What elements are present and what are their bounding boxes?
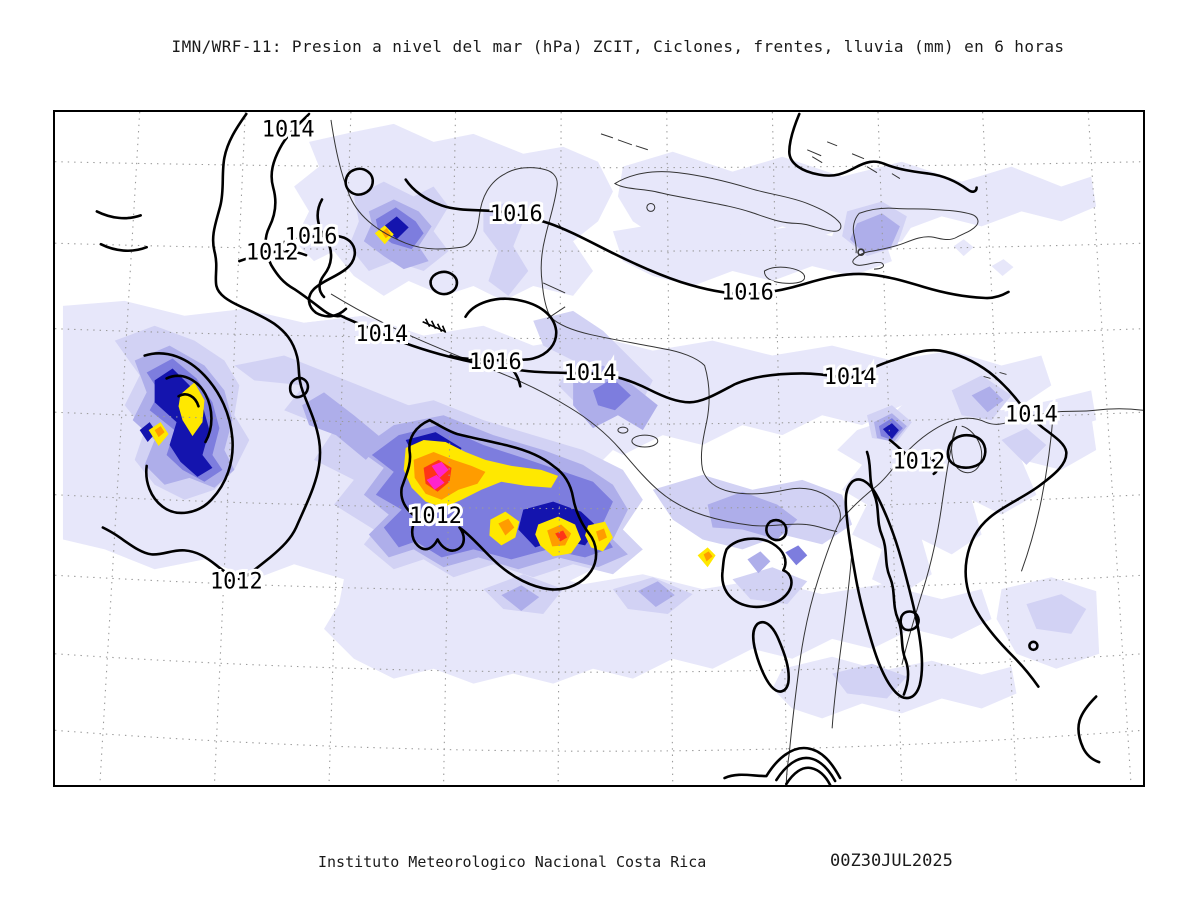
contour-label: 1014 [1005,403,1058,428]
contour-label: 1016 [285,225,338,250]
graticule-layer [55,112,1143,785]
contour-label: 1016 [721,280,774,305]
front-symbol [422,318,447,334]
footer-institute: Instituto Meteorologico Nacional Costa R… [318,853,707,871]
contour-label: 1014 [262,117,315,142]
isobar-layer [95,112,1101,785]
page-title: IMN/WRF-11: Presion a nivel del mar (hPa… [171,37,1065,56]
coastline-layer [330,119,1143,785]
contour-label: 1012 [210,570,263,595]
contour-label: 1012 [892,449,945,474]
contour-label: 1014 [355,322,408,347]
precipitation-layer [62,123,1100,719]
contour-label: 1014 [564,361,617,386]
contour-label: 1014 [824,365,877,390]
contour-label: 1016 [469,350,522,375]
contour-label: 1016 [490,202,543,227]
contour-label: 1012 [246,241,299,266]
footer-timestamp: 00Z30JUL2025 [830,851,953,871]
map-frame: 1014 1016 1012 1016 1016 1014 1016 1014 1014 1014… [53,110,1145,787]
contour-label: 1012 [409,504,462,529]
